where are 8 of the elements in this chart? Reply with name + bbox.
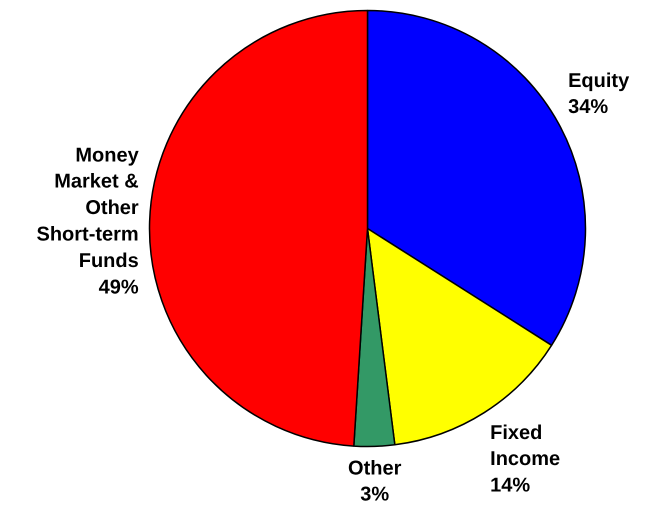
slice-label: Fixed Income [490,422,560,470]
slice-label: Other [348,457,402,480]
data-label: 49% [98,276,139,298]
slice-label: Money Market & Other Short-term Funds [36,144,140,272]
data-label: 3% [360,484,390,506]
slice-label: Equity [568,70,630,92]
data-label: 34% [568,96,608,118]
data-label: 14% [490,474,530,497]
